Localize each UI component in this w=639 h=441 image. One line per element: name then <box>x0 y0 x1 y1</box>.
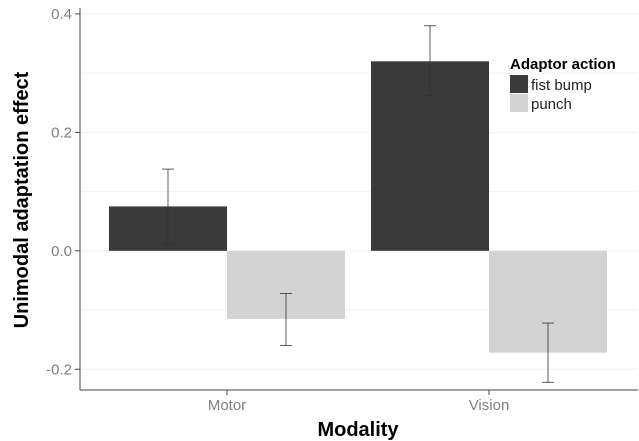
x-tick-label: Vision <box>469 397 510 414</box>
bars <box>109 61 607 353</box>
y-tick-label: 0.4 <box>51 6 72 23</box>
x-tick-label: Motor <box>208 397 246 414</box>
legend: Adaptor action fist bump punch <box>510 56 616 113</box>
x-axis-ticks: Motor Vision <box>208 390 509 414</box>
x-axis-title: Modality <box>317 419 399 441</box>
y-tick-label: 0.2 <box>51 124 72 141</box>
y-axis-title: Unimodal adaptation effect <box>11 71 33 328</box>
error-bars <box>162 25 554 383</box>
legend-swatch-punch <box>510 94 528 112</box>
legend-label: fist bump <box>531 77 592 94</box>
legend-label: punch <box>531 96 572 113</box>
y-axis-ticks: -0.2 0.0 0.2 0.4 <box>46 6 80 378</box>
legend-title: Adaptor action <box>510 56 616 73</box>
y-tick-label: -0.2 <box>46 361 72 378</box>
legend-swatch-fist-bump <box>510 75 528 93</box>
y-tick-label: 0.0 <box>51 243 72 260</box>
